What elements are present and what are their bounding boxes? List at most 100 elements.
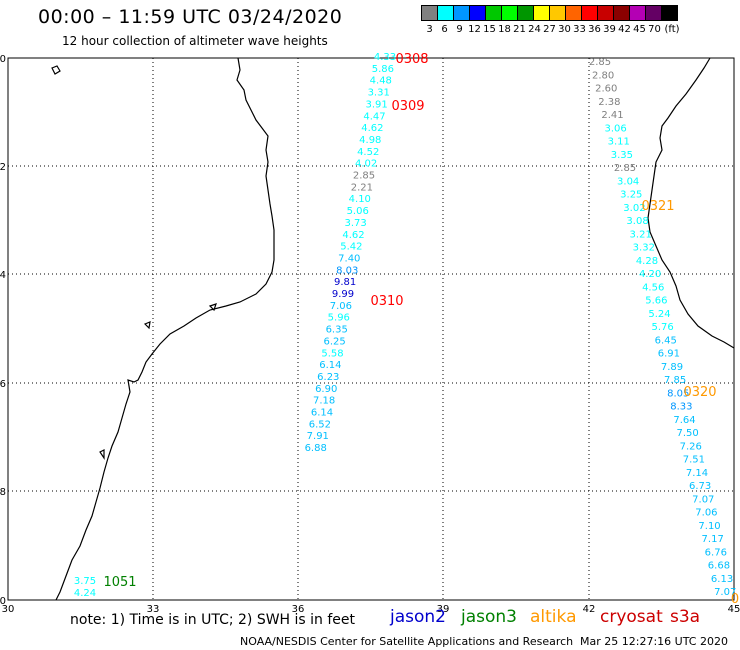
- swh-value: 5.42: [340, 242, 362, 253]
- swh-value: 4.24: [74, 588, 96, 599]
- satellite-legend-cryosat: cryosat: [600, 607, 663, 627]
- swh-value: 3.08: [626, 216, 648, 227]
- satellite-tracks: 4.335.864.483.313.914.474.624.984.524.02…: [74, 52, 739, 607]
- swh-value: 7.06: [695, 508, 717, 519]
- swh-value: 7.89: [661, 362, 683, 373]
- swh-value: 4.62: [361, 123, 383, 134]
- swh-value: 8.03: [336, 265, 358, 276]
- swh-value: 7.85: [664, 375, 686, 386]
- pass-time-label: 0321: [641, 199, 674, 214]
- island-bazaruto: [51, 65, 61, 75]
- lat-tick-label: -28: [0, 487, 6, 498]
- swh-value: 6.14: [311, 408, 333, 419]
- swh-value: 4.02: [355, 159, 377, 170]
- swh-value: 2.41: [601, 110, 623, 121]
- swh-value: 5.66: [645, 296, 667, 307]
- swh-value: 7.07: [714, 587, 736, 598]
- pass-time-label: 1051: [103, 575, 136, 590]
- swh-value: 4.47: [363, 111, 385, 122]
- swh-value: 6.52: [309, 419, 331, 430]
- swh-value: 8.05: [667, 388, 689, 399]
- lat-tick-label: -22: [0, 162, 6, 173]
- swh-value: 7.51: [683, 455, 705, 466]
- legend-label: 21: [513, 24, 526, 35]
- swh-value: 2.38: [598, 97, 620, 108]
- swh-value: 6.45: [655, 335, 677, 346]
- swh-value: 4.52: [357, 147, 379, 158]
- swh-value: 2.85: [589, 57, 611, 68]
- legend-label: 9: [456, 24, 463, 35]
- legend-label: 36: [588, 24, 601, 35]
- swh-value: 4.62: [342, 230, 364, 241]
- swh-value: 7.50: [677, 428, 699, 439]
- swh-value: 2.85: [614, 163, 636, 174]
- legend-swatches: [421, 5, 682, 21]
- swh-value: 3.11: [608, 137, 630, 148]
- swh-value: 3.06: [605, 123, 627, 134]
- swh-value: 7.10: [698, 521, 720, 532]
- lat-tick-label: -30: [0, 596, 6, 607]
- pass-time-label: 0310: [370, 294, 403, 309]
- lon-tick-label: 36: [292, 604, 305, 615]
- madagascar-coastline: [647, 57, 735, 349]
- swh-value: 7.91: [307, 431, 329, 442]
- swh-value: 7.14: [686, 468, 708, 479]
- swh-value: 3.31: [368, 88, 390, 99]
- swh-value: 6.88: [305, 443, 327, 454]
- coastline: [51, 57, 735, 601]
- swh-value: 2.60: [595, 84, 617, 95]
- lon-tick-label: 45: [728, 604, 740, 615]
- credit-timestamp: Mar 25 12:27:16 UTC 2020: [580, 635, 728, 648]
- swh-value: 2.21: [351, 182, 373, 193]
- swh-value: 6.35: [326, 325, 348, 336]
- swh-value: 3.21: [630, 229, 652, 240]
- swh-value: 3.91: [365, 99, 387, 110]
- swh-value: 3.25: [620, 190, 642, 201]
- legend-label: (ft): [664, 24, 680, 35]
- swh-value: 9.81: [334, 277, 356, 288]
- swh-value: 5.58: [321, 348, 343, 359]
- swh-value: 5.06: [347, 206, 369, 217]
- legend-swatch: [661, 5, 678, 21]
- lat-tick-label: -20: [0, 54, 6, 65]
- satellite-legend-altika: altika: [530, 607, 577, 627]
- satellite-legend-jason3: jason3: [461, 607, 517, 627]
- legend-labels: 3 6 9 12 15 18 21 24 27 30 33 36 39 42 45 70 (ft): [422, 24, 682, 35]
- axis-tick-labels: 30 33 36 39 42 45 -20 -22 -24 -26 -28 -30: [0, 54, 740, 615]
- satellite-legend-s3a: s3a: [670, 607, 701, 627]
- lon-tick-label: 33: [147, 604, 160, 615]
- swh-value: 2.85: [353, 171, 375, 182]
- swh-value: 7.64: [673, 415, 695, 426]
- legend-label: 3: [426, 24, 433, 35]
- swh-value: 6.13: [711, 574, 733, 585]
- lon-tick-label: 42: [583, 604, 596, 615]
- swh-value: 2.80: [592, 70, 614, 81]
- swh-value: 5.86: [372, 64, 394, 75]
- swh-value: 6.90: [315, 384, 337, 395]
- swh-value: 7.26: [680, 441, 702, 452]
- lat-tick-label: -26: [0, 379, 6, 390]
- swh-value: 4.48: [370, 76, 392, 87]
- legend-label: 18: [498, 24, 511, 35]
- swh-value: 3.32: [633, 243, 655, 254]
- swh-value: 6.23: [317, 372, 339, 383]
- swh-value: 6.76: [705, 547, 727, 558]
- swh-value: 4.28: [636, 256, 658, 267]
- swh-value: 3.02: [623, 203, 645, 214]
- legend-label: 12: [468, 24, 481, 35]
- swh-value: 6.25: [323, 336, 345, 347]
- swh-value: 4.56: [642, 282, 664, 293]
- swh-value: 7.40: [338, 253, 360, 264]
- swh-value: 3.04: [617, 176, 639, 187]
- island-small-2: [143, 321, 151, 330]
- satellite-legend-jason2: jason2: [390, 607, 446, 627]
- pass-time-label: 0309: [391, 99, 424, 114]
- island-small-3: [99, 449, 105, 460]
- legend-label: 45: [633, 24, 646, 35]
- swh-value: 5.24: [648, 309, 670, 320]
- map-subtitle: 12 hour collection of altimeter wave hei…: [62, 34, 328, 48]
- swh-value: 7.18: [313, 396, 335, 407]
- pass-time-label: 0: [731, 592, 739, 607]
- swh-value: 6.73: [689, 481, 711, 492]
